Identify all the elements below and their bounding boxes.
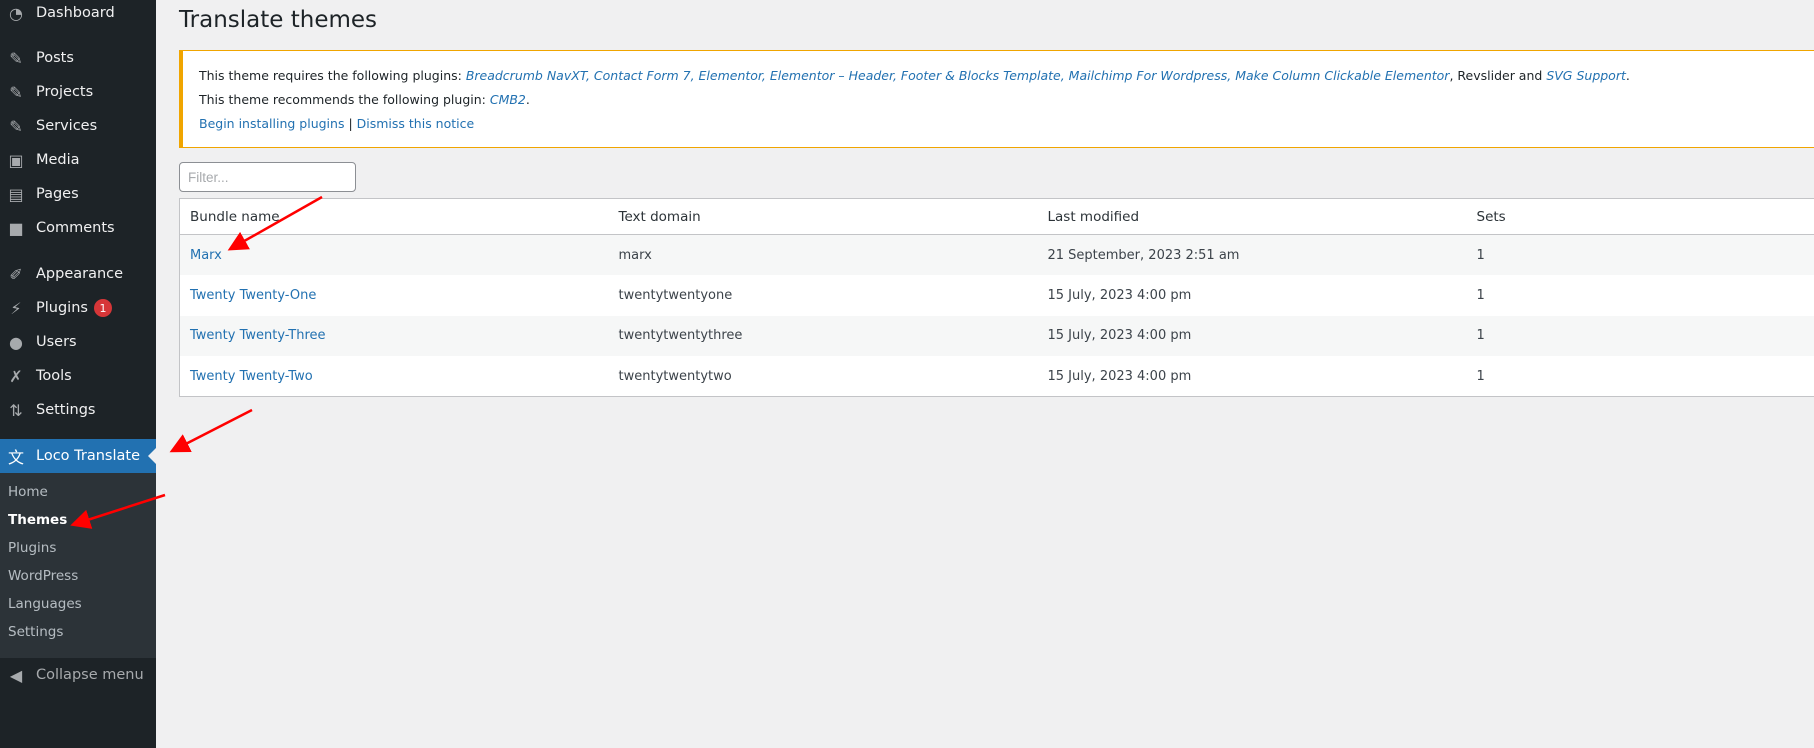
- svg-support-link[interactable]: SVG Support: [1546, 68, 1626, 83]
- menu-item-comments[interactable]: ■ Comments: [0, 211, 156, 245]
- menu-item-label: Plugins: [36, 300, 88, 316]
- menu-item-projects[interactable]: ✎ Projects: [0, 75, 156, 109]
- submenu-item-home[interactable]: Home: [8, 484, 48, 500]
- table-cell: twentytwentytwo: [618, 368, 732, 384]
- table-cell: 1: [1476, 287, 1485, 303]
- table-cell: twentytwentythree: [618, 315, 1048, 356]
- bundle-link[interactable]: Twenty Twenty-Three: [190, 328, 326, 344]
- column-header[interactable]: Sets: [1476, 198, 1814, 235]
- table-cell: 15 July, 2023 4:00 pm: [1047, 368, 1192, 384]
- bundle-link[interactable]: Twenty Twenty-Two: [190, 368, 313, 384]
- required-plugin-links[interactable]: Breadcrumb NavXT, Contact Form 7, Elemen…: [465, 68, 1450, 83]
- column-header[interactable]: Bundle name: [179, 198, 619, 235]
- menu-item-label: Appearance: [36, 266, 124, 282]
- wrench-icon: ✗: [9, 366, 23, 386]
- menu-item-label: Services: [36, 118, 98, 134]
- filter-input[interactable]: [179, 162, 356, 192]
- submenu-item-wordpress[interactable]: WordPress: [8, 568, 79, 584]
- pin-icon: ✎: [9, 116, 23, 136]
- menu-item-users[interactable]: ● Users: [0, 325, 156, 359]
- pin-icon: ✎: [9, 48, 23, 68]
- menu-item-appearance[interactable]: ✐ Appearance: [0, 257, 156, 291]
- admin-sidebar: ◔ Dashboard ✎ Posts ✎ Projects ✎ Services ▣ Media…: [0, 0, 156, 748]
- pages-icon: ▤: [8, 184, 24, 204]
- page-title: Translate themes: [179, 7, 378, 33]
- brush-icon: ✐: [9, 264, 23, 284]
- comment-icon: ■: [8, 218, 24, 238]
- menu-item-label: Users: [36, 334, 77, 350]
- table-cell: 1: [1476, 234, 1814, 275]
- plugin-notice: This theme requires the following plugin…: [179, 50, 1814, 148]
- table-cell: Twenty Twenty-One: [180, 275, 619, 316]
- translate-icon: 文: [7, 448, 24, 467]
- submenu-item-themes[interactable]: Themes: [8, 512, 68, 528]
- collapse-icon: ◀: [9, 665, 23, 685]
- menu-item-label: Tools: [36, 368, 72, 384]
- recommended-plugins-text: This theme recommends the following plug…: [199, 92, 530, 107]
- menu-item-loco-translate[interactable]: 文 Loco Translate: [0, 439, 156, 473]
- table-row: Marx marx 21 September, 2023 2:51 am 1: [179, 234, 1814, 275]
- table-cell: 15 July, 2023 4:00 pm: [1047, 287, 1192, 303]
- menu-item-label: Pages: [36, 186, 79, 202]
- table-cell: Marx: [179, 234, 619, 275]
- update-count-badge: 1: [93, 299, 112, 317]
- column-header[interactable]: Last modified: [1047, 198, 1477, 235]
- annotation-arrow: [169, 408, 253, 453]
- menu-item-label: Posts: [36, 50, 74, 66]
- dismiss-notice-link[interactable]: Dismiss this notice: [356, 116, 475, 131]
- menu-item-label: Projects: [36, 84, 94, 100]
- menu-item-services[interactable]: ✎ Services: [0, 109, 156, 143]
- table-cell: Twenty Twenty-Three: [179, 315, 619, 356]
- table-cell: marx: [618, 234, 1048, 275]
- menu-item-posts[interactable]: ✎ Posts: [0, 41, 156, 75]
- table-cell: twentytwentyone: [618, 287, 733, 303]
- menu-item-plugins[interactable]: ⚡ Plugins 1: [0, 291, 156, 325]
- bundle-link[interactable]: Twenty Twenty-One: [190, 287, 317, 303]
- menu-item-pages[interactable]: ▤ Pages: [0, 177, 156, 211]
- pin-icon: ✎: [9, 82, 23, 102]
- table-cell: 1: [1476, 368, 1485, 384]
- table-cell: 21 September, 2023 2:51 am: [1047, 234, 1477, 275]
- settings-icon: ⇅: [9, 400, 23, 420]
- dashboard-icon: ◔: [9, 3, 23, 23]
- table-cell: Twenty Twenty-Two: [180, 356, 619, 397]
- menu-item-dashboard[interactable]: ◔ Dashboard: [0, 0, 156, 30]
- menu-item-label: Loco Translate: [36, 448, 140, 464]
- submenu-item-plugins[interactable]: Plugins: [8, 540, 57, 556]
- begin-installing-link[interactable]: Begin installing plugins: [199, 116, 345, 131]
- required-plugins-text: This theme requires the following plugin…: [199, 68, 1630, 83]
- table-row: Twenty Twenty-Three twentytwentythree 15 J…: [179, 315, 1814, 356]
- column-header[interactable]: Text domain: [618, 198, 1048, 235]
- submenu-item-languages[interactable]: Languages: [8, 596, 82, 612]
- menu-item-media[interactable]: ▣ Media: [0, 143, 156, 177]
- menu-item-tools[interactable]: ✗ Tools: [0, 359, 156, 393]
- user-icon: ●: [9, 332, 23, 352]
- table-row: Twenty Twenty-Two twentytwentytwo 15 July,…: [180, 356, 1814, 397]
- menu-item-label: Settings: [36, 402, 96, 418]
- table-row: Twenty Twenty-One twentytwentyone 15 July,…: [180, 275, 1814, 316]
- menu-item-label: Media: [36, 152, 80, 168]
- submenu-item-settings[interactable]: Settings: [8, 624, 64, 640]
- media-icon: ▣: [8, 150, 24, 170]
- table-cell: 1: [1476, 315, 1814, 356]
- bundles-table: Bundle name Text domain Last modified Sets …: [179, 198, 1814, 397]
- plug-icon: ⚡: [10, 298, 22, 318]
- menu-item-label: Dashboard: [36, 5, 115, 21]
- bundle-link[interactable]: Marx: [190, 247, 222, 263]
- menu-item-label: Comments: [36, 220, 115, 236]
- cmb2-link[interactable]: CMB2: [489, 92, 526, 107]
- loco-submenu: Home Themes Plugins WordPress Languages Setti…: [0, 473, 156, 658]
- menu-item-settings[interactable]: ⇅ Settings: [0, 393, 156, 427]
- table-cell: 15 July, 2023 4:00 pm: [1047, 315, 1477, 356]
- collapse-menu-button[interactable]: ◀ Collapse menu: [0, 658, 156, 692]
